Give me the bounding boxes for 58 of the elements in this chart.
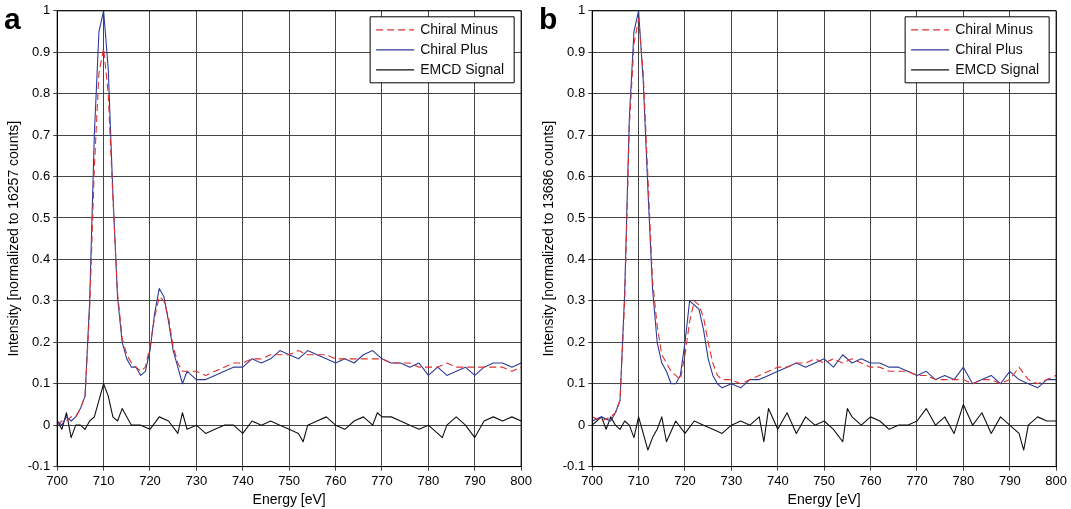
legend-label: Chiral Plus <box>420 40 488 57</box>
x-tick-label: 700 <box>581 472 604 488</box>
y-tick-label: 0.7 <box>567 126 586 142</box>
y-tick-label: 0.1 <box>567 375 586 391</box>
y-axis-title: Intensity [normalized to 16257 counts] <box>5 120 22 357</box>
y-tick-label: 1 <box>577 2 586 18</box>
x-axis-title: Energy [eV] <box>252 491 326 508</box>
y-tick-label: 0.3 <box>567 292 586 308</box>
x-tick-label: 790 <box>463 472 486 488</box>
x-tick-label: 710 <box>92 472 115 488</box>
y-tick-label: 0.2 <box>32 333 51 349</box>
x-tick-label: 800 <box>1045 472 1068 488</box>
y-tick-label: 0.2 <box>567 333 586 349</box>
x-tick-label: 770 <box>906 472 928 488</box>
y-tick-label: 0.9 <box>567 43 586 59</box>
y-tick-label: 0.3 <box>32 292 51 308</box>
x-axis-title: Energy [eV] <box>787 491 861 508</box>
x-tick-label: 720 <box>139 472 161 488</box>
x-tick-label: 770 <box>371 472 393 488</box>
legend-label: Chiral Minus <box>955 20 1033 37</box>
x-tick-label: 790 <box>998 472 1021 488</box>
y-tick-label: 0 <box>577 416 586 432</box>
y-tick-label: -0.1 <box>27 458 51 474</box>
y-tick-label: 0.4 <box>567 251 586 266</box>
y-tick-label: 0.5 <box>567 209 586 225</box>
y-tick-label: 0.9 <box>32 43 51 59</box>
x-tick-label: 750 <box>813 472 836 488</box>
x-tick-label: 760 <box>859 472 882 488</box>
y-tick-label: 0.5 <box>32 209 51 225</box>
chart-title: b <box>539 2 558 36</box>
x-tick-label: 730 <box>185 472 208 488</box>
x-tick-label: 740 <box>231 472 254 488</box>
legend-label: EMCD Signal <box>955 60 1040 77</box>
y-tick-label: 0.1 <box>32 375 51 391</box>
legend-label: Chiral Plus <box>955 40 1023 57</box>
legend-label: EMCD Signal <box>420 60 505 77</box>
y-tick-label: 0.8 <box>567 85 586 101</box>
y-axis-title: Intensity [normalized to 13686 counts] <box>540 120 557 357</box>
x-tick-label: 750 <box>278 472 301 488</box>
y-tick-label: 0.7 <box>32 126 51 142</box>
y-tick-label: 0.4 <box>32 251 51 266</box>
x-tick-label: 720 <box>674 472 696 488</box>
chart-title: a <box>4 2 21 36</box>
y-tick-label: 0.6 <box>32 168 51 184</box>
x-tick-label: 740 <box>766 472 789 488</box>
y-tick-label: 0.8 <box>32 85 51 101</box>
y-tick-label: 0 <box>42 416 51 432</box>
legend-label: Chiral Minus <box>420 20 498 37</box>
y-tick-label: 1 <box>42 2 51 18</box>
x-tick-label: 700 <box>46 472 69 488</box>
x-tick-label: 800 <box>510 472 533 488</box>
x-tick-label: 780 <box>417 472 440 488</box>
y-tick-label: -0.1 <box>562 458 586 474</box>
x-tick-label: 760 <box>324 472 347 488</box>
y-tick-label: 0.6 <box>567 168 586 184</box>
x-tick-label: 780 <box>952 472 975 488</box>
x-tick-label: 730 <box>720 472 743 488</box>
x-tick-label: 710 <box>627 472 650 488</box>
